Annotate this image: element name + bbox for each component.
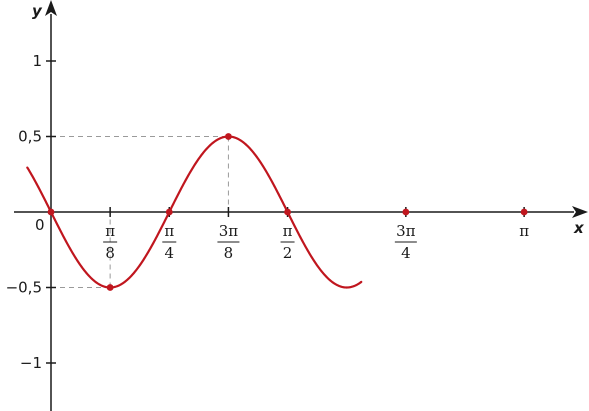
origin-label: 0 bbox=[35, 216, 45, 234]
data-point-5 bbox=[402, 208, 410, 216]
y-tick-label-1: 0,5 bbox=[18, 128, 42, 146]
x-tick-numerator-4: 3π bbox=[396, 222, 416, 240]
curve bbox=[26, 135, 363, 289]
data-point-3 bbox=[225, 133, 232, 140]
y-tick-label-3: −1 bbox=[20, 354, 42, 372]
y-axis-arrow bbox=[45, 0, 57, 16]
x-tick-denominator-4: 4 bbox=[401, 244, 411, 262]
data-point-0 bbox=[47, 208, 55, 216]
x-axis-label: x bbox=[573, 219, 585, 237]
sine-curve bbox=[26, 135, 363, 289]
x-tick-denominator-0: 8 bbox=[105, 244, 115, 262]
y-ticks: 1 0,5 −0,5 −1 bbox=[6, 52, 56, 372]
x-tick-denominator-1: 4 bbox=[165, 244, 175, 262]
x-tick-numerator-3: π bbox=[283, 222, 293, 240]
x-tick-numerator-1: π bbox=[164, 222, 174, 240]
x-tick-denominator-2: 8 bbox=[224, 244, 234, 262]
y-tick-label-0: 1 bbox=[32, 52, 42, 70]
x-axis-arrow bbox=[572, 206, 588, 218]
data-point-1 bbox=[106, 284, 114, 291]
marked-points bbox=[47, 133, 528, 291]
y-tick-label-2: −0,5 bbox=[6, 279, 42, 297]
x-ticks: π 8 π 4 3π 8 π 2 3π 4 π bbox=[103, 207, 529, 262]
data-point-6 bbox=[520, 208, 528, 216]
x-tick-denominator-3: 2 bbox=[283, 244, 293, 262]
data-point-2 bbox=[165, 208, 173, 216]
x-tick-numerator-2: 3π bbox=[219, 222, 239, 240]
guide-lines bbox=[51, 136, 229, 288]
axes: x y 0 bbox=[14, 0, 588, 411]
y-axis-label: y bbox=[32, 2, 43, 20]
data-point-4 bbox=[284, 208, 291, 216]
x-tick-numerator-5: π bbox=[519, 222, 529, 240]
x-tick-numerator-0: π bbox=[105, 222, 115, 240]
